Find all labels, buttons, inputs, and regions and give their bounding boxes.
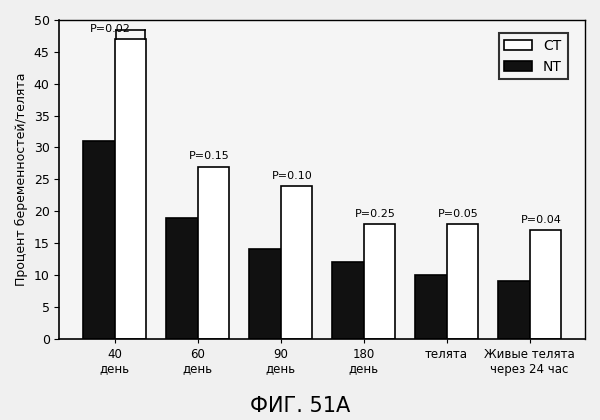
- Text: P=0.25: P=0.25: [355, 209, 396, 219]
- Bar: [281, 186, 312, 339]
- Text: ФИГ. 51А: ФИГ. 51А: [250, 396, 350, 416]
- Text: P=0.10: P=0.10: [272, 171, 313, 181]
- Bar: [115, 39, 146, 339]
- Text: P=0.04: P=0.04: [521, 215, 562, 225]
- Bar: [198, 167, 229, 339]
- Text: P=0.05: P=0.05: [438, 209, 479, 219]
- Bar: [332, 262, 364, 339]
- Text: P=0.15: P=0.15: [189, 152, 230, 161]
- Bar: [166, 218, 198, 339]
- Bar: [415, 275, 446, 339]
- Bar: [530, 230, 561, 339]
- Bar: [364, 224, 395, 339]
- Bar: [498, 281, 530, 339]
- Legend: CT, NT: CT, NT: [499, 33, 568, 79]
- Bar: [83, 141, 115, 339]
- Text: P=0.02: P=0.02: [90, 24, 131, 34]
- Y-axis label: Процент беременностей/телята: Процент беременностей/телята: [15, 73, 28, 286]
- Bar: [446, 224, 478, 339]
- Bar: [249, 249, 281, 339]
